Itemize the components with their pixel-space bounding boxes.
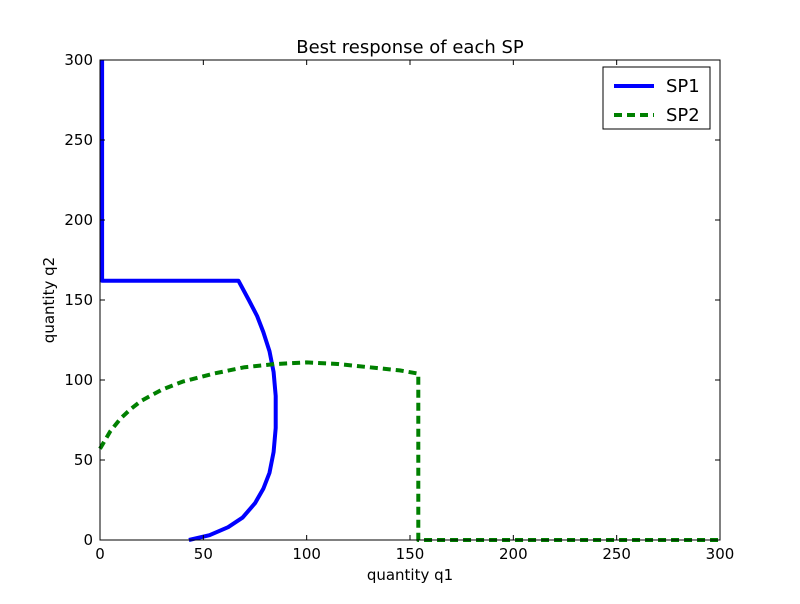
y-tick-label: 150 <box>64 291 93 309</box>
x-tick-label: 0 <box>95 545 105 563</box>
legend-box <box>602 66 711 130</box>
series-line-sp1 <box>100 60 278 542</box>
y-tick-label: 200 <box>64 211 93 229</box>
legend: SP1 SP2 <box>602 66 711 130</box>
y-tick-label: 100 <box>64 371 93 389</box>
y-axis-label: quantity q2 <box>40 257 58 343</box>
legend-label-sp2: SP2 <box>666 105 700 126</box>
x-tick-label: 250 <box>602 545 631 563</box>
y-tick-label: 250 <box>64 131 93 149</box>
x-tick-label: 150 <box>396 545 425 563</box>
x-tick-label: 300 <box>706 545 735 563</box>
axis-ticks: 0 50 100 150 200 250 300 0 50 100 150 200 250 300 <box>64 51 734 563</box>
y-tick-label: 300 <box>64 51 93 69</box>
y-tick-label: 0 <box>83 531 93 549</box>
y-tick-label: 50 <box>74 451 93 469</box>
x-tick-label: 100 <box>292 545 321 563</box>
x-tick-label: 200 <box>499 545 528 563</box>
x-axis-label: quantity q1 <box>367 566 453 584</box>
x-tick-label: 50 <box>194 545 213 563</box>
legend-label-sp1: SP1 <box>666 76 700 97</box>
chart-title: Best response of each SP <box>296 37 524 58</box>
